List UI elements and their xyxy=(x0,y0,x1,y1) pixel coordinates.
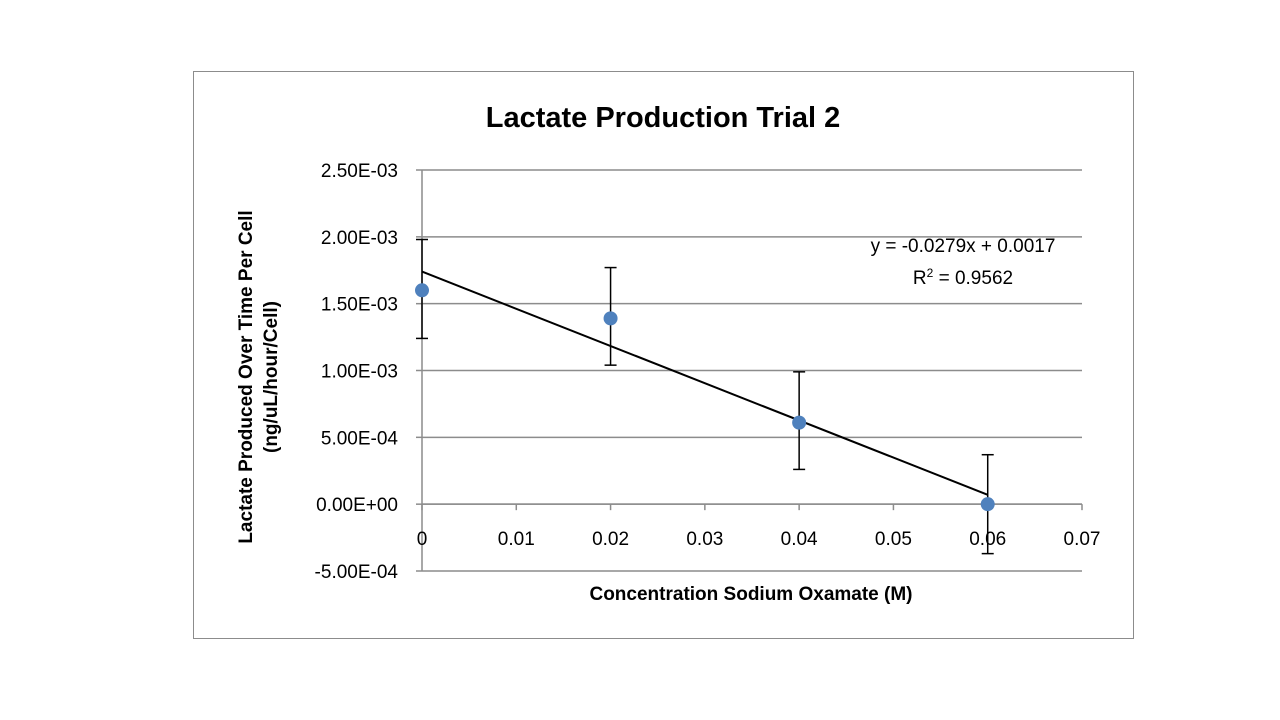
y-axis-title-line-2: (ng/uL/hour/Cell) xyxy=(261,301,282,453)
x-tick-labels: 0 0.01 0.02 0.03 0.04 0.05 0.06 0.07 xyxy=(417,529,1101,550)
r-squared-superscript: 2 xyxy=(927,266,934,280)
x-tick-label: 0.03 xyxy=(686,529,723,550)
data-point xyxy=(980,497,995,512)
r-squared-letter: R xyxy=(913,268,927,289)
y-tick-label: 1.50E-03 xyxy=(321,295,398,316)
gridlines xyxy=(422,169,1082,572)
trendline-group xyxy=(421,270,989,496)
r-squared-label: R2 = 0.9562 xyxy=(913,266,1013,289)
trendline-equation: y = -0.0279x + 0.0017 xyxy=(871,236,1056,257)
axes xyxy=(416,169,1083,572)
r-squared-value: = 0.9562 xyxy=(933,268,1013,289)
y-tick-label: 1.00E-03 xyxy=(321,362,398,383)
chart-frame xyxy=(193,71,1134,639)
y-tick-label: 0.00E+00 xyxy=(316,495,398,516)
x-tick-label: 0 xyxy=(417,529,428,550)
x-tick-label: 0.07 xyxy=(1064,529,1101,550)
y-tick-label: 2.00E-03 xyxy=(321,228,398,249)
x-tick-label: 0.05 xyxy=(875,529,912,550)
data-point xyxy=(603,311,618,326)
x-axis-title: Concentration Sodium Oxamate (M) xyxy=(589,584,912,605)
y-tick-label: 5.00E-04 xyxy=(321,428,399,449)
y-tick-label: 2.50E-03 xyxy=(321,161,398,182)
data-point xyxy=(792,415,807,430)
y-axis-title-line-1: Lactate Produced Over Time Per Cell xyxy=(236,210,257,543)
y-tick-labels: 2.50E-03 2.00E-03 1.50E-03 1.00E-03 5.00E-04… xyxy=(315,161,399,583)
y-tick-label: -5.00E-04 xyxy=(315,562,399,583)
x-tick-label: 0.01 xyxy=(498,529,535,550)
x-tick-label: 0.02 xyxy=(592,529,629,550)
data-point xyxy=(415,283,429,298)
x-tick-label: 0.04 xyxy=(781,529,818,550)
chart-title: Lactate Production Trial 2 xyxy=(486,102,841,134)
trendline xyxy=(421,270,989,496)
data-points xyxy=(415,283,995,512)
